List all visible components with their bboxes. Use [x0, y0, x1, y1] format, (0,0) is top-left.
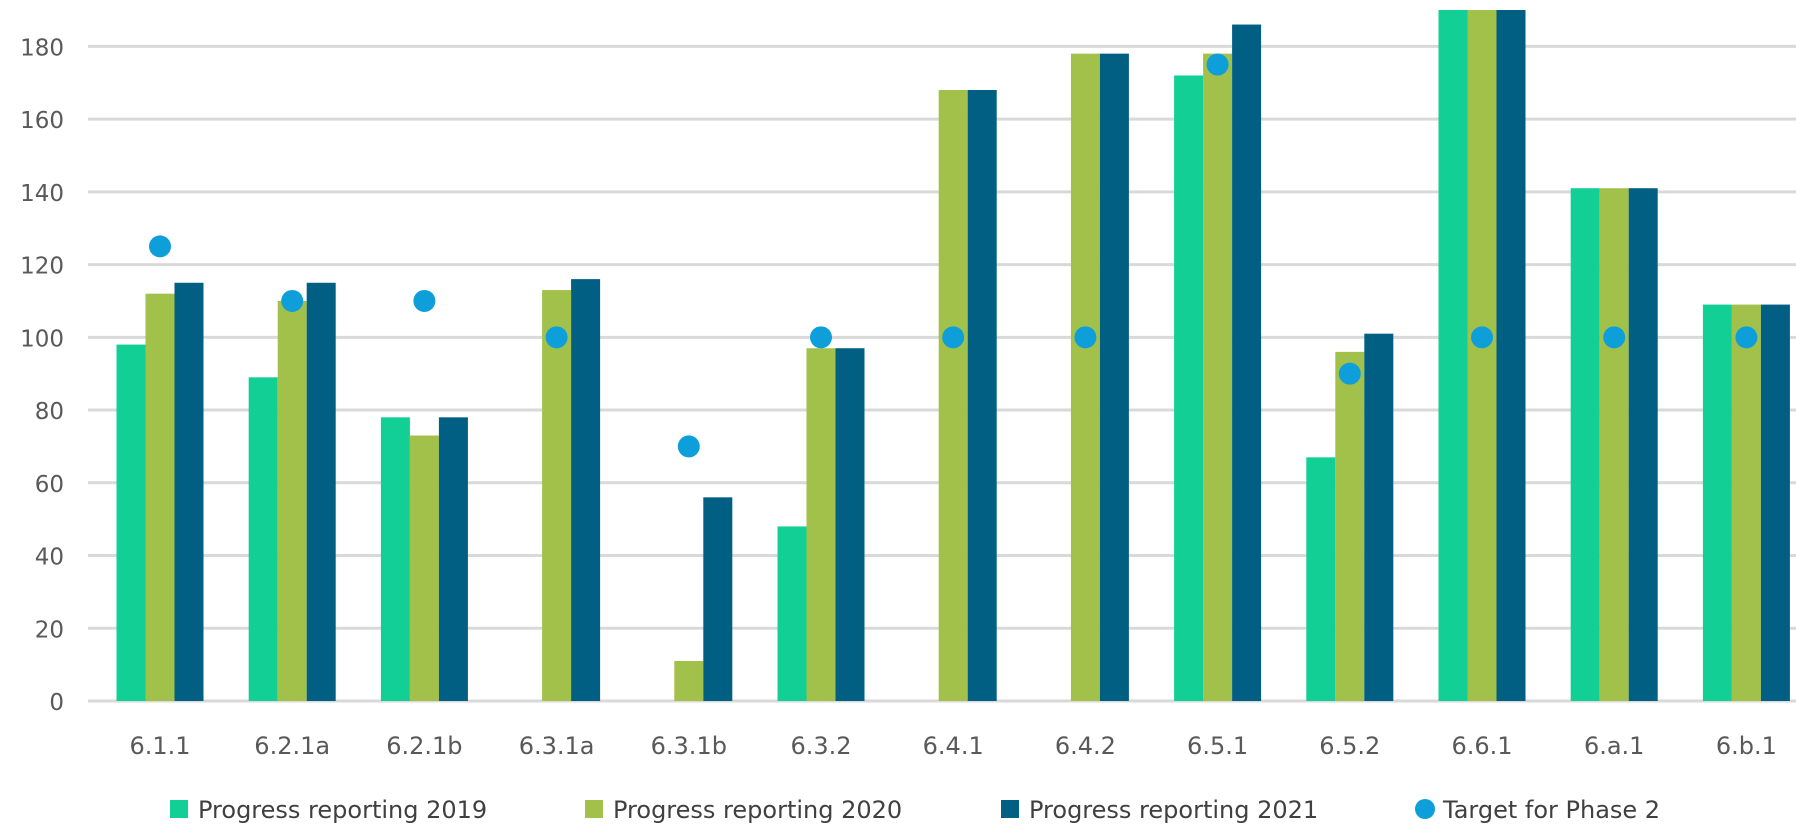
bar	[938, 90, 968, 702]
legend-item: Target for Phase 2	[1415, 796, 1660, 824]
x-tick-label: 6.5.1	[1187, 732, 1248, 760]
bar	[806, 348, 836, 701]
target-point	[281, 289, 304, 312]
y-axis-tick-labels: 0 20 40 60 80 100 120 140 160 180	[20, 35, 64, 716]
bar	[1467, 10, 1497, 701]
series-2	[145, 10, 1761, 702]
target-point	[677, 435, 700, 458]
bar	[277, 300, 307, 701]
bar	[1335, 351, 1365, 701]
y-tick-label: 20	[35, 617, 64, 643]
series-1	[116, 10, 1732, 702]
bar	[1570, 188, 1600, 701]
legend-item: Progress reporting 2020	[585, 796, 902, 824]
bar	[542, 290, 572, 701]
bar	[248, 377, 278, 701]
target-point	[1471, 326, 1493, 349]
y-tick-label: 120	[20, 254, 64, 280]
y-tick-label: 60	[35, 472, 64, 498]
y-tick-label: 100	[20, 326, 64, 352]
bar	[116, 344, 146, 701]
legend-swatch	[1001, 800, 1019, 818]
x-tick-label: 6.6.1	[1451, 732, 1512, 760]
y-tick-label: 0	[49, 690, 64, 716]
target-point	[810, 326, 832, 349]
legend-item: Progress reporting 2021	[1001, 796, 1318, 824]
bar	[409, 435, 439, 701]
bar	[1731, 304, 1761, 701]
target-point	[149, 235, 171, 258]
bar	[438, 417, 468, 701]
bar	[1174, 75, 1204, 702]
y-tick-label: 80	[35, 399, 64, 425]
x-tick-label: 6.1.1	[129, 732, 190, 760]
series-3	[174, 10, 1790, 702]
y-tick-label: 40	[35, 545, 64, 571]
bar	[306, 282, 336, 701]
bar	[674, 660, 704, 701]
legend-swatch	[1415, 799, 1435, 819]
y-tick-label: 160	[20, 108, 64, 134]
x-tick-label: 6.2.1a	[254, 732, 330, 760]
x-tick-label: 6.3.1a	[519, 732, 595, 760]
target-point	[942, 326, 965, 349]
x-axis-tick-labels: 6.1.1 6.2.1a 6.2.1b 6.3.1a 6.3.1b 6.3.2 6.4.1 6…	[129, 732, 1776, 760]
bar	[1203, 53, 1233, 702]
legend-label: Progress reporting 2019	[198, 796, 487, 824]
legend-item: Progress reporting 2019	[170, 796, 487, 824]
x-tick-label: 6.a.1	[1584, 732, 1645, 760]
legend-swatch	[585, 800, 603, 818]
x-tick-label: 6.4.2	[1055, 732, 1116, 760]
legend-label: Progress reporting 2021	[1029, 796, 1318, 824]
bar	[1438, 10, 1468, 701]
x-tick-label: 6.5.2	[1319, 732, 1380, 760]
legend: Progress reporting 2019 Progress reportin…	[170, 796, 1660, 824]
x-tick-label: 6.b.1	[1716, 732, 1777, 760]
target-point	[1603, 326, 1626, 349]
bar	[703, 497, 733, 701]
bar	[835, 348, 865, 701]
y-tick-label: 140	[20, 181, 64, 207]
bar	[967, 90, 997, 702]
bar	[1099, 53, 1129, 702]
legend-label: Progress reporting 2020	[613, 796, 902, 824]
bar	[174, 282, 204, 701]
target-point	[1206, 53, 1229, 76]
bar	[777, 526, 807, 701]
bar-series	[116, 10, 1790, 702]
target-markers	[149, 53, 1758, 458]
bar	[1496, 10, 1526, 701]
bar	[1702, 304, 1732, 701]
bar	[1364, 333, 1394, 701]
bar	[380, 417, 410, 701]
y-tick-label: 180	[20, 35, 64, 61]
bar	[571, 279, 601, 701]
bar	[1760, 304, 1790, 701]
target-point	[545, 326, 568, 349]
x-tick-label: 6.4.1	[923, 732, 984, 760]
target-point	[1735, 326, 1758, 349]
bar	[1232, 24, 1262, 702]
bar	[1306, 457, 1336, 701]
bar	[1628, 188, 1658, 701]
bar	[145, 293, 175, 701]
bar	[1599, 188, 1629, 701]
x-tick-label: 6.3.1b	[651, 732, 727, 760]
target-point	[1074, 326, 1097, 349]
target-point	[1338, 362, 1361, 385]
x-tick-label: 6.3.2	[790, 732, 851, 760]
bar	[1070, 53, 1100, 702]
x-tick-label: 6.2.1b	[386, 732, 462, 760]
target-point	[413, 289, 436, 312]
legend-label: Target for Phase 2	[1442, 796, 1660, 824]
legend-swatch	[170, 800, 188, 818]
